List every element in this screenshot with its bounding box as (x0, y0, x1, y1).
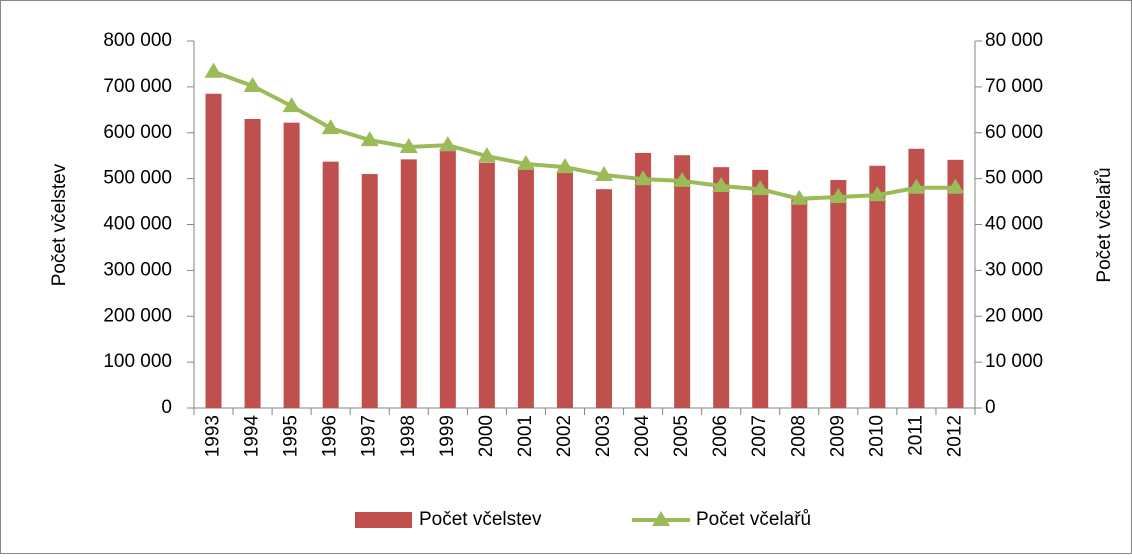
bar (674, 155, 691, 408)
x-tick-label: 1996 (320, 415, 341, 457)
marker (555, 158, 574, 174)
marker (438, 136, 457, 152)
legend-swatch (355, 512, 412, 528)
bar (596, 189, 613, 408)
marker (673, 171, 692, 187)
x-tick-label: 2000 (476, 415, 497, 457)
y2-tick-label: 40 000 (985, 214, 1043, 235)
marker (634, 170, 653, 186)
x-tick-label: 2012 (944, 415, 965, 457)
x-tick-label: 1995 (281, 415, 302, 457)
bar (869, 165, 886, 408)
marker (868, 186, 887, 202)
marker (477, 147, 496, 163)
y-tick-label: 700 000 (103, 76, 172, 97)
y-tick-label: 600 000 (103, 122, 172, 143)
bar (635, 152, 652, 408)
y2-tick-label: 10 000 (985, 351, 1043, 372)
x-tick-label: 2009 (827, 415, 848, 457)
bar (400, 159, 417, 408)
x-tick-label: 2008 (788, 415, 809, 457)
bar (205, 93, 222, 408)
bar (517, 167, 534, 408)
y-tick-label: 400 000 (103, 214, 172, 235)
x-tick-label: 1993 (203, 415, 224, 457)
x-tick-label: 2002 (554, 415, 575, 457)
marker (282, 97, 301, 113)
y2-tick-label: 0 (985, 397, 996, 418)
x-tick-label: 2010 (866, 415, 887, 457)
marker (243, 76, 262, 92)
marker (204, 62, 223, 78)
bar (556, 171, 573, 408)
marker (946, 178, 965, 194)
marker (399, 137, 418, 153)
x-tick-label: 2011 (905, 415, 926, 456)
y2-tick-label: 20 000 (985, 305, 1043, 326)
legend-label: Počet včelstev (419, 509, 542, 530)
marker (360, 131, 379, 147)
x-tick-label: 2003 (593, 415, 614, 457)
x-tick-label: 2005 (671, 415, 692, 457)
y2-tick-label: 30 000 (985, 259, 1043, 280)
marker (790, 189, 809, 205)
marker (751, 180, 770, 196)
marker (907, 178, 926, 194)
bar (244, 118, 261, 409)
marker (712, 176, 731, 192)
bar (947, 159, 964, 408)
marker (829, 187, 848, 203)
marker (595, 165, 614, 181)
x-tick-label: 2001 (515, 415, 536, 457)
bar (752, 169, 769, 408)
bar (283, 122, 300, 408)
x-tick-label: 1999 (437, 415, 458, 457)
bar (361, 174, 378, 408)
y2-tick-label: 60 000 (985, 122, 1043, 143)
y-tick-label: 0 (161, 397, 172, 418)
y2-axis-title: Počet včelařů (1094, 167, 1115, 282)
x-tick-label: 1994 (242, 415, 263, 458)
y-axis-title: Počet včelstev (49, 163, 70, 286)
y2-tick-label: 50 000 (985, 168, 1043, 189)
x-tick-label: 2007 (749, 415, 770, 457)
y2-tick-label: 80 000 (985, 30, 1043, 51)
bar (322, 161, 339, 408)
x-tick-label: 1998 (398, 415, 419, 457)
x-tick-label: 1997 (359, 415, 380, 457)
y2-tick-label: 70 000 (985, 76, 1043, 97)
y-tick-label: 200 000 (103, 305, 172, 326)
marker (321, 119, 340, 135)
y-tick-label: 300 000 (103, 259, 172, 280)
bar (908, 148, 925, 408)
y-tick-label: 800 000 (103, 30, 172, 51)
bar (713, 167, 730, 408)
bar (830, 180, 847, 408)
legend-label: Počet včelařů (696, 509, 811, 530)
bar (478, 162, 495, 408)
marker (516, 154, 535, 170)
y-tick-label: 100 000 (103, 351, 172, 372)
bar (791, 199, 808, 408)
legend-marker (652, 511, 670, 526)
y-tick-label: 500 000 (103, 168, 172, 189)
x-tick-label: 2006 (710, 415, 731, 457)
x-tick-label: 2004 (632, 415, 653, 458)
bar (439, 151, 456, 408)
